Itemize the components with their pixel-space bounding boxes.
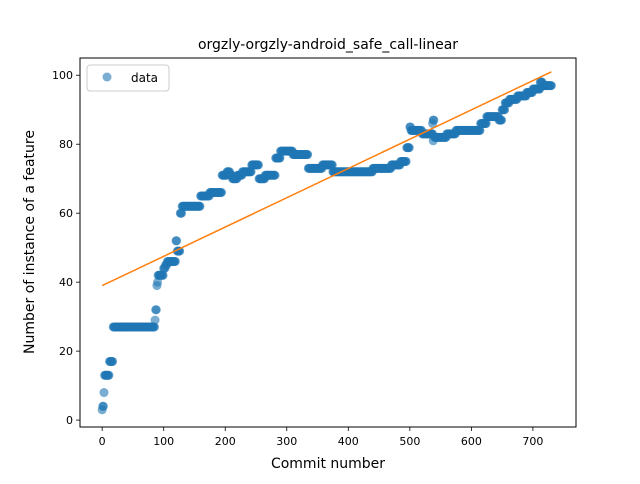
data-point [151, 305, 161, 315]
data-point [175, 246, 185, 256]
data-point [327, 160, 337, 170]
data-point [481, 119, 491, 129]
x-tick-label: 0 [99, 435, 106, 448]
x-tick-label: 700 [522, 435, 543, 448]
x-axis: 0 100 200 300 400 500 600 700 [99, 427, 543, 448]
data-point [500, 105, 510, 115]
data-point [158, 270, 168, 280]
data-point [217, 188, 227, 197]
data-point [475, 125, 485, 135]
data-point [177, 208, 187, 218]
data-point [404, 143, 414, 153]
data-point [270, 170, 280, 180]
data-point [149, 322, 159, 332]
data-point [407, 125, 417, 135]
data-point [195, 201, 205, 211]
y-axis-label: Number of instance of a feature [22, 130, 38, 354]
data-point [150, 315, 160, 325]
linear-fit-line [101, 71, 552, 287]
legend-box [86, 64, 170, 92]
legend-label: data [131, 71, 158, 85]
y-tick-label: 40 [59, 276, 73, 289]
data-point [546, 81, 556, 91]
data-points [97, 77, 556, 415]
y-tick-label: 20 [59, 345, 73, 358]
x-tick-label: 200 [215, 435, 236, 448]
x-tick-label: 600 [461, 435, 482, 448]
data-point [428, 119, 438, 129]
data-point [497, 115, 507, 125]
data-point [104, 370, 114, 380]
data-point [303, 150, 313, 160]
legend-marker [102, 72, 112, 82]
x-tick-label: 500 [399, 435, 420, 448]
y-tick-label: 60 [59, 207, 73, 220]
data-point [98, 401, 108, 411]
data-point [401, 156, 411, 166]
y-axis: 0 20 40 60 80 100 [52, 69, 80, 427]
data-point [533, 84, 543, 94]
y-tick-label: 0 [66, 414, 73, 427]
y-tick-label: 100 [52, 69, 73, 82]
data-point [170, 256, 180, 266]
x-tick-label: 300 [276, 435, 297, 448]
data-point [253, 160, 263, 170]
data-point [246, 167, 256, 177]
data-point [153, 277, 163, 287]
x-tick-label: 100 [153, 435, 174, 448]
data-point [99, 388, 109, 398]
chart-title: orgzly-orgzly-android_safe_call-linear [198, 37, 458, 53]
x-tick-label: 400 [338, 435, 359, 448]
data-point [275, 153, 285, 163]
data-point [108, 356, 118, 366]
legend: data [86, 64, 170, 92]
plot-area [97, 71, 556, 415]
plot-frame [79, 57, 577, 428]
y-tick-label: 80 [59, 138, 73, 151]
data-point [428, 136, 438, 146]
data-point [172, 236, 182, 246]
x-axis-label: Commit number [271, 456, 385, 472]
